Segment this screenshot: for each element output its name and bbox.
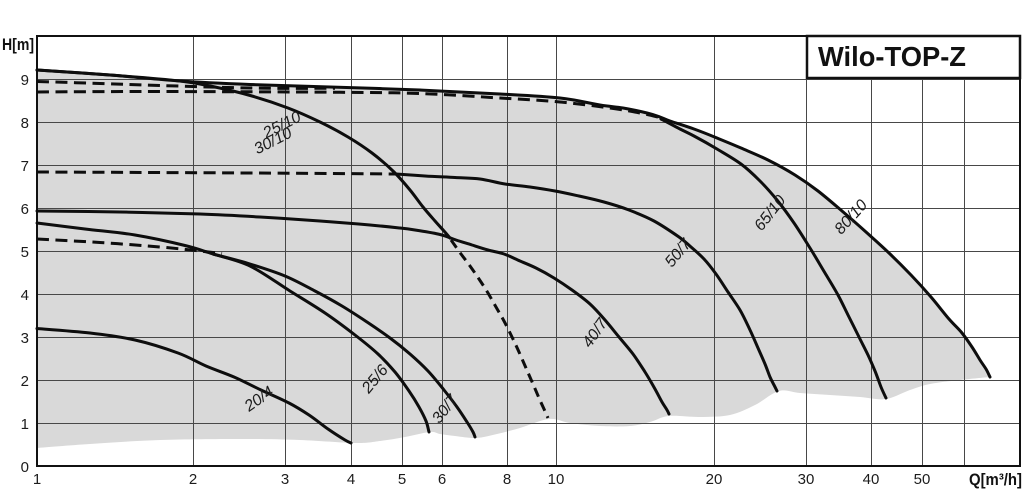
svg-text:5: 5: [398, 471, 406, 488]
svg-text:8: 8: [21, 115, 29, 132]
svg-text:40: 40: [863, 471, 880, 488]
svg-text:H[m]: H[m]: [2, 35, 34, 54]
svg-text:5: 5: [21, 244, 29, 261]
svg-text:3: 3: [281, 471, 289, 488]
svg-text:20: 20: [706, 471, 723, 488]
svg-text:2: 2: [189, 471, 197, 488]
svg-text:8: 8: [503, 471, 511, 488]
svg-text:6: 6: [21, 201, 29, 218]
svg-text:30: 30: [798, 471, 815, 488]
svg-text:0: 0: [21, 459, 29, 476]
svg-text:4: 4: [347, 471, 355, 488]
svg-text:50: 50: [914, 471, 931, 488]
svg-text:4: 4: [21, 287, 29, 304]
svg-text:9: 9: [21, 72, 29, 89]
svg-text:3: 3: [21, 330, 29, 347]
svg-text:Q[m³/h]: Q[m³/h]: [969, 470, 1022, 489]
svg-text:7: 7: [21, 158, 29, 175]
svg-text:10: 10: [548, 471, 565, 488]
svg-text:6: 6: [438, 471, 446, 488]
svg-text:Wilo-TOP-Z: Wilo-TOP-Z: [818, 41, 966, 72]
svg-text:2: 2: [21, 373, 29, 390]
svg-text:1: 1: [33, 471, 41, 488]
svg-text:1: 1: [21, 416, 29, 433]
